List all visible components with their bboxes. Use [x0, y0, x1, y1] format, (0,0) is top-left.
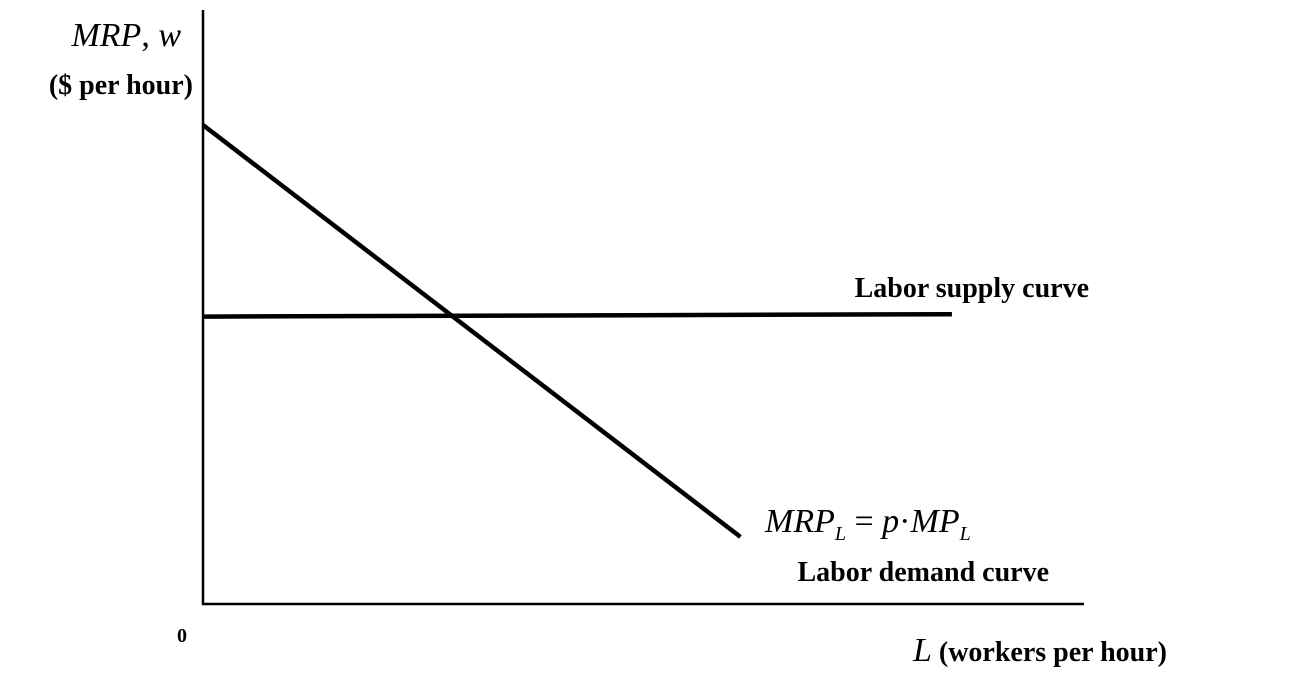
formula-mp-subscript: L — [959, 523, 971, 545]
formula-dot: · — [899, 503, 910, 540]
y-axis-var-w: w — [158, 17, 181, 54]
origin-label: 0 — [177, 625, 187, 647]
formula-mp: MP — [910, 503, 960, 540]
supply-curve-label: Labor supply curve — [855, 273, 1089, 304]
demand-formula: MRPL = p·MPL — [764, 503, 971, 545]
y-axis-label-line1: MRP, w — [70, 17, 181, 54]
x-axis-label: L (workers per hour) — [912, 632, 1167, 669]
formula-price: p — [880, 503, 899, 540]
x-axis-units: (workers per hour) — [939, 637, 1167, 668]
formula-equals: = — [846, 503, 882, 540]
y-axis-var-mrp: MRP — [70, 17, 141, 54]
x-axis-var-l: L — [912, 632, 932, 669]
formula-mrp: MRP — [764, 503, 835, 540]
formula-mrp-subscript: L — [834, 523, 846, 545]
x-axis-space — [932, 637, 939, 668]
demand-curve-label: Labor demand curve — [798, 557, 1050, 588]
series-line-labor-demand — [201, 123, 742, 539]
y-axis-sep: , — [141, 17, 158, 54]
y-axis-label-line2: ($ per hour) — [49, 70, 193, 101]
series-line-labor-supply — [202, 311, 952, 319]
